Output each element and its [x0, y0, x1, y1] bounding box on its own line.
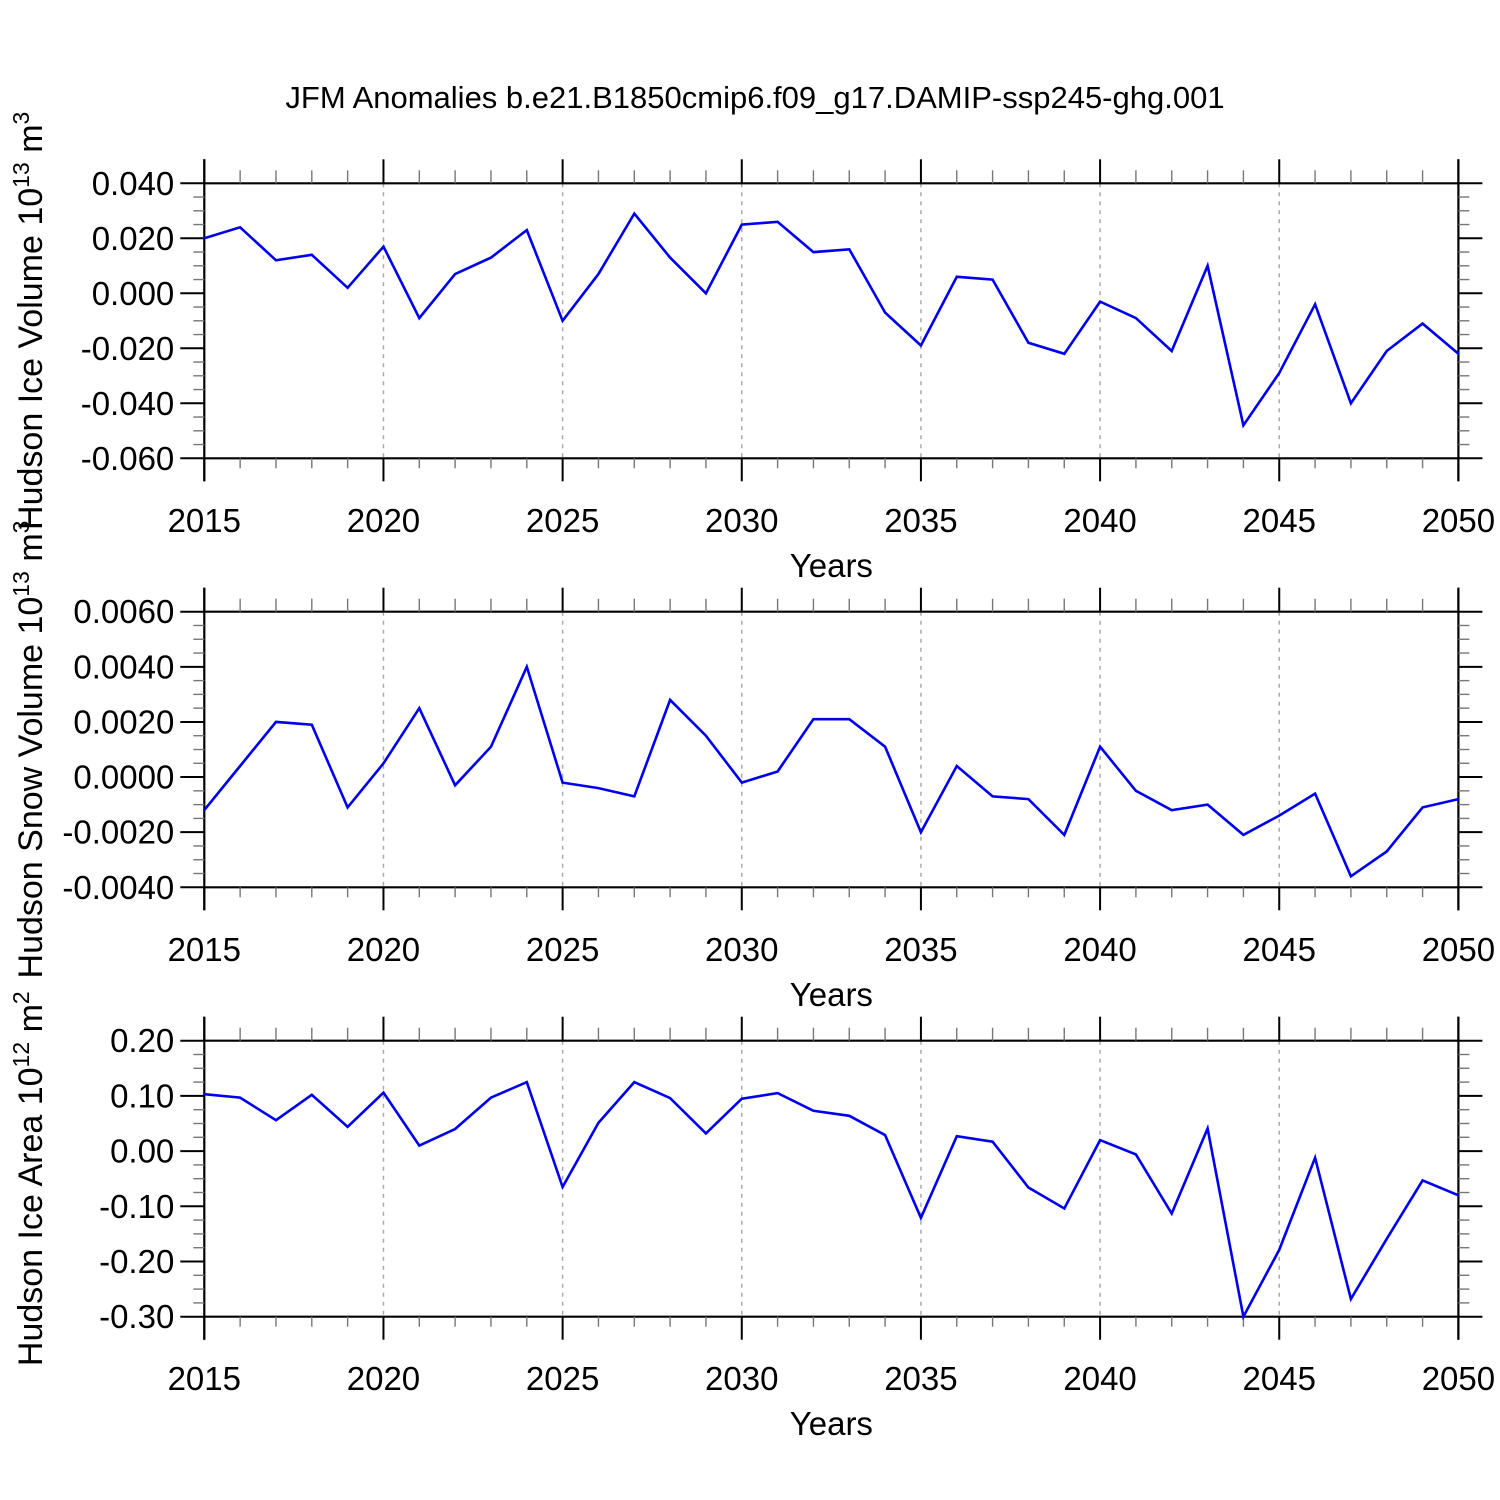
- hudson-snow-volume-gridlines: [382, 611, 1280, 888]
- hudson-ice-area-axes: [203, 1016, 1460, 1340]
- y-tick-label: -0.040: [81, 385, 175, 422]
- hudson-snow-volume-y-ticks: [180, 610, 1483, 889]
- hudson-snow-volume-x-axis-title: Years: [790, 976, 873, 1013]
- x-tick-label: 2015: [168, 1360, 241, 1397]
- hudson-ice-area-x-tick-labels: 2015 2020 2025 2030 2035 2040 2045 2050: [168, 1360, 1496, 1397]
- panel-hudson-snow-volume: 0.0060 0.0040 0.0020 0.0000 -0.0020 -0.0040 20…: [8, 521, 1495, 1013]
- hudson-ice-volume-axes: [203, 159, 1460, 482]
- hudson-ice-volume-x-tick-labels: 2015 2020 2025 2030 2035 2040 2045 2050: [168, 502, 1496, 539]
- x-tick-label: 2030: [705, 931, 778, 968]
- hudson-ice-area-gridlines: [382, 1040, 1280, 1317]
- hudson-snow-volume-y-axis-title: Hudson Snow Volume 1013 m3: [8, 521, 50, 979]
- y-tick-label: 0.20: [110, 1022, 174, 1059]
- y-tick-label: 0.0060: [73, 593, 174, 630]
- x-tick-label: 2025: [526, 1360, 599, 1397]
- x-tick-label: 2030: [705, 502, 778, 539]
- x-tick-label: 2045: [1243, 502, 1316, 539]
- x-tick-label: 2025: [526, 931, 599, 968]
- x-tick-label: 2040: [1063, 502, 1136, 539]
- x-tick-label: 2020: [347, 1360, 420, 1397]
- x-tick-label: 2035: [884, 1360, 957, 1397]
- y-tick-label: -0.060: [81, 440, 175, 477]
- y-tick-label: -0.30: [99, 1298, 174, 1335]
- x-tick-label: 2045: [1243, 1360, 1316, 1397]
- x-tick-label: 2050: [1422, 931, 1495, 968]
- hudson-snow-volume-y-tick-labels: 0.0060 0.0040 0.0020 0.0000 -0.0020 -0.0040: [62, 593, 174, 906]
- y-tick-label: 0.020: [92, 220, 175, 257]
- hudson-ice-area-x-axis-title: Years: [790, 1405, 873, 1442]
- y-tick-label: 0.0000: [73, 759, 174, 796]
- x-tick-label: 2025: [526, 502, 599, 539]
- y-tick-label: -0.0040: [62, 869, 174, 906]
- x-tick-label: 2050: [1422, 502, 1495, 539]
- hudson-ice-area-y-ticks: [180, 1039, 1483, 1318]
- x-tick-label: 2045: [1243, 931, 1316, 968]
- y-tick-label: 0.0020: [73, 703, 174, 740]
- y-tick-label: 0.000: [92, 275, 175, 312]
- panels: 0.040 0.020 0.000 -0.020 -0.040 -0.060 2015 202…: [8, 112, 1495, 1443]
- hudson-ice-volume-gridlines: [382, 183, 1280, 459]
- y-tick-label: -0.0020: [62, 814, 174, 851]
- x-tick-label: 2035: [884, 931, 957, 968]
- panel-hudson-ice-volume: 0.040 0.020 0.000 -0.020 -0.040 -0.060 2015 202…: [8, 112, 1495, 584]
- x-tick-label: 2040: [1063, 1360, 1136, 1397]
- hudson-ice-volume-y-tick-labels: 0.040 0.020 0.000 -0.020 -0.040 -0.060: [81, 165, 175, 477]
- x-tick-label: 2015: [168, 502, 241, 539]
- hudson-ice-area-y-tick-labels: 0.20 0.10 0.00 -0.10 -0.20 -0.30: [99, 1022, 174, 1335]
- y-tick-label: 0.00: [110, 1133, 174, 1170]
- x-tick-label: 2035: [884, 502, 957, 539]
- hudson-ice-volume-x-axis-title: Years: [790, 547, 873, 584]
- y-tick-label: -0.20: [99, 1243, 174, 1280]
- x-tick-label: 2015: [168, 931, 241, 968]
- y-tick-label: -0.10: [99, 1188, 174, 1225]
- hudson-ice-volume-series-line: [203, 211, 1460, 429]
- figure-title: JFM Anomalies b.e21.B1850cmip6.f09_g17.D…: [285, 80, 1224, 115]
- y-tick-label: 0.10: [110, 1077, 174, 1114]
- hudson-ice-area-y-axis-title: Hudson Ice Area 1012 m2: [8, 991, 50, 1366]
- hudson-ice-area-x-ticks: [203, 1016, 1460, 1340]
- x-tick-label: 2020: [347, 931, 420, 968]
- hudson-ice-volume-y-axis-title: Hudson Ice Volume 1013 m3: [8, 112, 50, 530]
- hudson-snow-volume-x-tick-labels: 2015 2020 2025 2030 2035 2040 2045 2050: [168, 931, 1496, 968]
- hudson-ice-area-series-line: [203, 1080, 1460, 1321]
- x-tick-label: 2040: [1063, 931, 1136, 968]
- hudson-snow-volume-x-ticks: [203, 587, 1460, 911]
- y-tick-label: -0.020: [81, 330, 175, 367]
- hudson-ice-volume-x-ticks: [203, 159, 1460, 482]
- hudson-snow-volume-series-line: [203, 663, 1460, 879]
- x-tick-label: 2050: [1422, 1360, 1495, 1397]
- y-tick-label: 0.0040: [73, 648, 174, 685]
- hudson-ice-volume-y-ticks: [180, 182, 1483, 460]
- x-tick-label: 2030: [705, 1360, 778, 1397]
- x-tick-label: 2020: [347, 502, 420, 539]
- y-tick-label: 0.040: [92, 165, 175, 202]
